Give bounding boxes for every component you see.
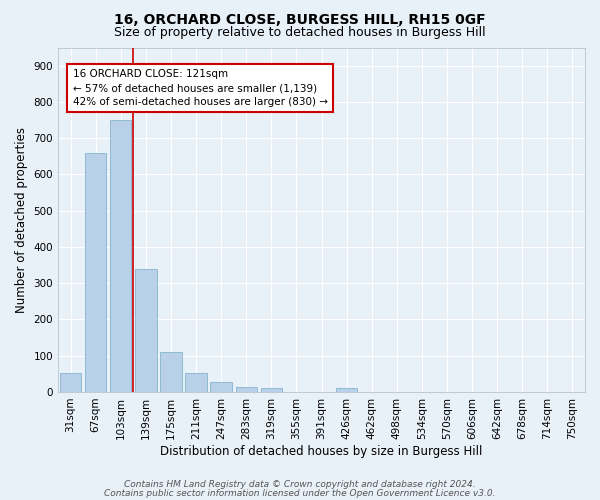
- Text: 16 ORCHARD CLOSE: 121sqm
← 57% of detached houses are smaller (1,139)
42% of sem: 16 ORCHARD CLOSE: 121sqm ← 57% of detach…: [73, 70, 328, 108]
- Bar: [110, 120, 131, 392]
- Bar: [135, 270, 157, 392]
- Text: 16, ORCHARD CLOSE, BURGESS HILL, RH15 0GF: 16, ORCHARD CLOSE, BURGESS HILL, RH15 0G…: [114, 12, 486, 26]
- Bar: [185, 373, 207, 392]
- Text: Contains public sector information licensed under the Open Government Licence v3: Contains public sector information licen…: [104, 489, 496, 498]
- Text: Size of property relative to detached houses in Burgess Hill: Size of property relative to detached ho…: [114, 26, 486, 39]
- Bar: [260, 388, 282, 392]
- Bar: [60, 373, 81, 392]
- Bar: [236, 386, 257, 392]
- Bar: [160, 352, 182, 392]
- Bar: [336, 388, 357, 392]
- Y-axis label: Number of detached properties: Number of detached properties: [15, 126, 28, 312]
- Bar: [85, 152, 106, 392]
- Bar: [211, 382, 232, 392]
- Text: Contains HM Land Registry data © Crown copyright and database right 2024.: Contains HM Land Registry data © Crown c…: [124, 480, 476, 489]
- X-axis label: Distribution of detached houses by size in Burgess Hill: Distribution of detached houses by size …: [160, 444, 483, 458]
